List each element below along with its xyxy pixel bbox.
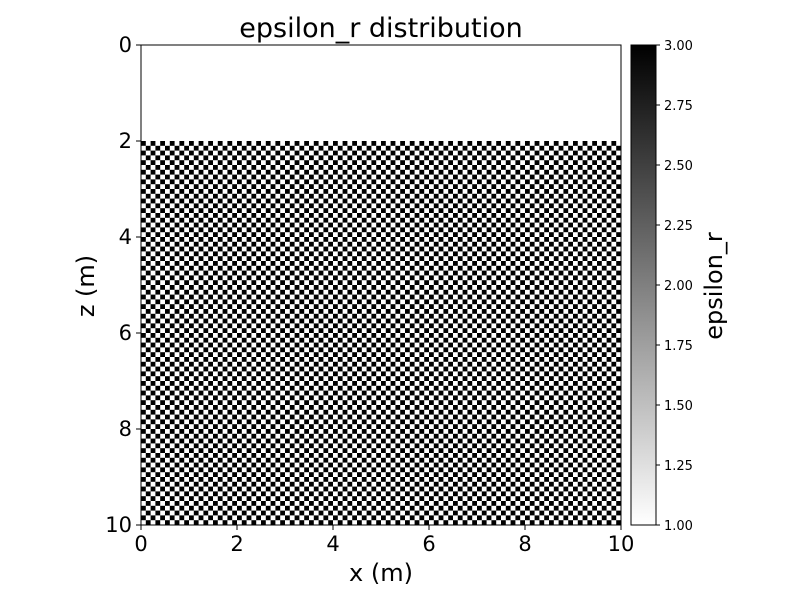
- colorbar: 1.00 1.25 1.50 1.75 2.00 2.25 2.50 2.75 3.00: [630, 39, 693, 534]
- x-tick-label: 8: [518, 532, 531, 556]
- y-axis: 0 2 4 6 8 10: [105, 33, 141, 537]
- y-tick-label: 8: [119, 417, 132, 441]
- x-tick-label: 0: [134, 532, 147, 556]
- colorbar-gradient: [630, 44, 657, 526]
- y-axis-label: z (m): [72, 255, 100, 317]
- plot-border: [140, 44, 622, 526]
- colorbar-tick-label: 1.50: [664, 399, 693, 414]
- colorbar-tick-label: 2.75: [664, 99, 693, 114]
- y-tick-label: 2: [119, 129, 132, 153]
- colorbar-tick-label: 2.00: [664, 279, 693, 294]
- colorbar-tick-label: 2.25: [664, 219, 693, 234]
- x-axis-label: x (m): [349, 559, 413, 587]
- x-axis: 0 2 4 6 8 10: [134, 525, 634, 556]
- heatmap-region-upper: [141, 45, 621, 141]
- y-tick-label: 4: [119, 225, 132, 249]
- plot-frame: [140, 44, 622, 526]
- colorbar-tick-label: 1.25: [664, 459, 693, 474]
- y-tick-label: 10: [105, 513, 132, 537]
- colorbar-tick-label: 1.75: [664, 339, 693, 354]
- colorbar-label: epsilon_r: [700, 232, 728, 340]
- y-tick-label: 6: [119, 321, 132, 345]
- colorbar-tick-label: 3.00: [664, 39, 693, 54]
- heatmap: [141, 45, 621, 525]
- x-tick-label: 6: [422, 532, 435, 556]
- x-tick-label: 10: [608, 532, 635, 556]
- x-tick-label: 4: [326, 532, 339, 556]
- chart-title: epsilon_r distribution: [239, 13, 523, 44]
- x-tick-label: 2: [230, 532, 243, 556]
- colorbar-tick-label: 1.00: [664, 519, 693, 534]
- y-tick-label: 0: [119, 33, 132, 57]
- colorbar-tick-label: 2.50: [664, 159, 693, 174]
- heatmap-region-checkerboard: [141, 141, 621, 525]
